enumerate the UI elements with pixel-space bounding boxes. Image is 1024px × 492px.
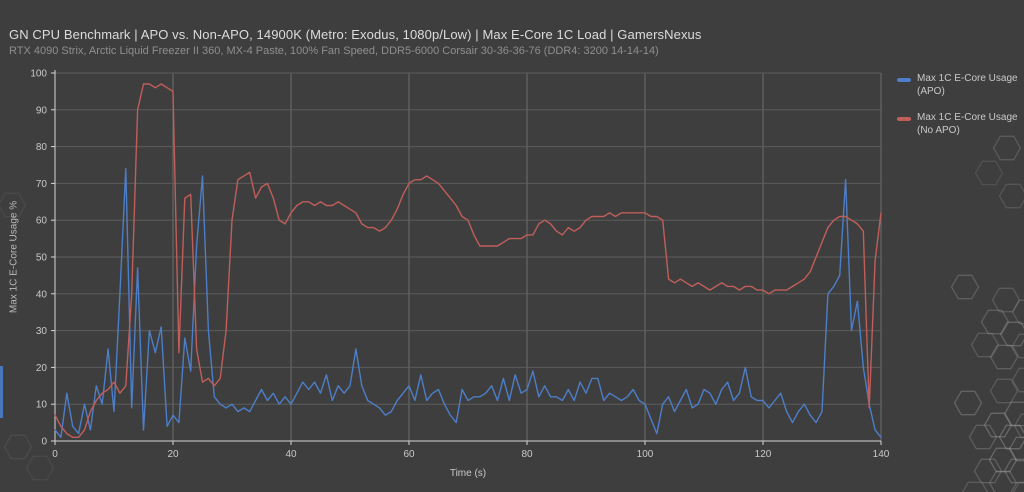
x-tick-label: 80 (521, 449, 533, 460)
hexagon-decoration (991, 287, 1021, 313)
series-line-no-apo (54, 83, 882, 438)
hexagon-decoration (983, 412, 1013, 438)
hexagon-decoration (953, 390, 983, 416)
x-tick-label: 20 (167, 449, 179, 460)
left-edge-blue-artifact (0, 366, 3, 418)
hexagon-decoration (988, 470, 1018, 492)
hexagon-decoration (3, 434, 33, 460)
hexagon-decoration (950, 274, 980, 300)
y-tick-label: 100 (30, 69, 47, 80)
x-tick-label: 60 (403, 449, 415, 460)
x-tick-label: 100 (637, 449, 654, 460)
legend: Max 1C E-Core Usage (APO) Max 1C E-Core … (897, 73, 1023, 151)
y-tick-label: 40 (36, 289, 48, 300)
hexagon-decoration (989, 344, 1019, 370)
y-tick-label: 10 (36, 400, 48, 411)
hexagon-decoration (1011, 367, 1024, 393)
legend-label-apo: Max 1C E-Core Usage (APO) (917, 73, 1018, 97)
chart-subtitle: RTX 4090 Strix, Arctic Liquid Freezer II… (9, 45, 659, 57)
y-tick-label: 70 (36, 179, 48, 190)
hexagon-decoration (973, 458, 1003, 484)
x-tick-label: 140 (873, 449, 890, 460)
hexagon-decoration (1011, 333, 1024, 359)
hexagon-decoration (988, 447, 1018, 473)
hexagon-decoration (992, 135, 1022, 161)
hexagon-decoration (999, 321, 1024, 347)
hexagon-decoration (1003, 458, 1024, 484)
y-tick-label: 60 (36, 216, 48, 227)
x-tick-label: 120 (755, 449, 772, 460)
x-tick-label: 40 (285, 449, 297, 460)
x-axis-title: Time (s) (449, 468, 487, 479)
hexagon-decoration (970, 332, 1000, 358)
hexagon-decoration (961, 481, 989, 492)
hexagon-decoration (968, 424, 998, 450)
hexagon-decoration (1008, 436, 1024, 462)
legend-swatch-no-apo (897, 117, 911, 121)
y-axis-title: Max 1C E-Core Usage % (8, 200, 20, 314)
y-tick-label: 30 (36, 326, 48, 337)
hexagon-decoration (25, 455, 55, 481)
hexagon-decoration (989, 378, 1019, 404)
hexagon-decoration (1003, 401, 1024, 427)
hexagon-decoration (0, 192, 27, 218)
hexagon-decoration (974, 160, 1004, 186)
hexagon-decoration (1013, 413, 1024, 439)
legend-item-apo: Max 1C E-Core Usage (APO) (897, 73, 1023, 98)
y-tick-label: 80 (36, 142, 48, 153)
hexagon-decoration (998, 424, 1024, 450)
y-tick-label: 0 (41, 437, 47, 448)
legend-swatch-apo (897, 78, 911, 82)
legend-label-no-apo: Max 1C E-Core Usage (No APO) (917, 112, 1018, 136)
hexagon-decoration (1011, 299, 1024, 325)
x-tick-label: 0 (52, 449, 58, 460)
y-tick-label: 90 (36, 105, 48, 116)
chart-title: GN CPU Benchmark | APO vs. Non-APO, 1490… (9, 27, 702, 42)
hexagon-decoration (980, 309, 1010, 335)
y-tick-label: 20 (36, 363, 48, 374)
legend-item-no-apo: Max 1C E-Core Usage (No APO) (897, 112, 1023, 137)
series-line-apo (54, 167, 882, 438)
hexagon-decoration (998, 183, 1024, 209)
y-tick-label: 50 (36, 253, 48, 264)
